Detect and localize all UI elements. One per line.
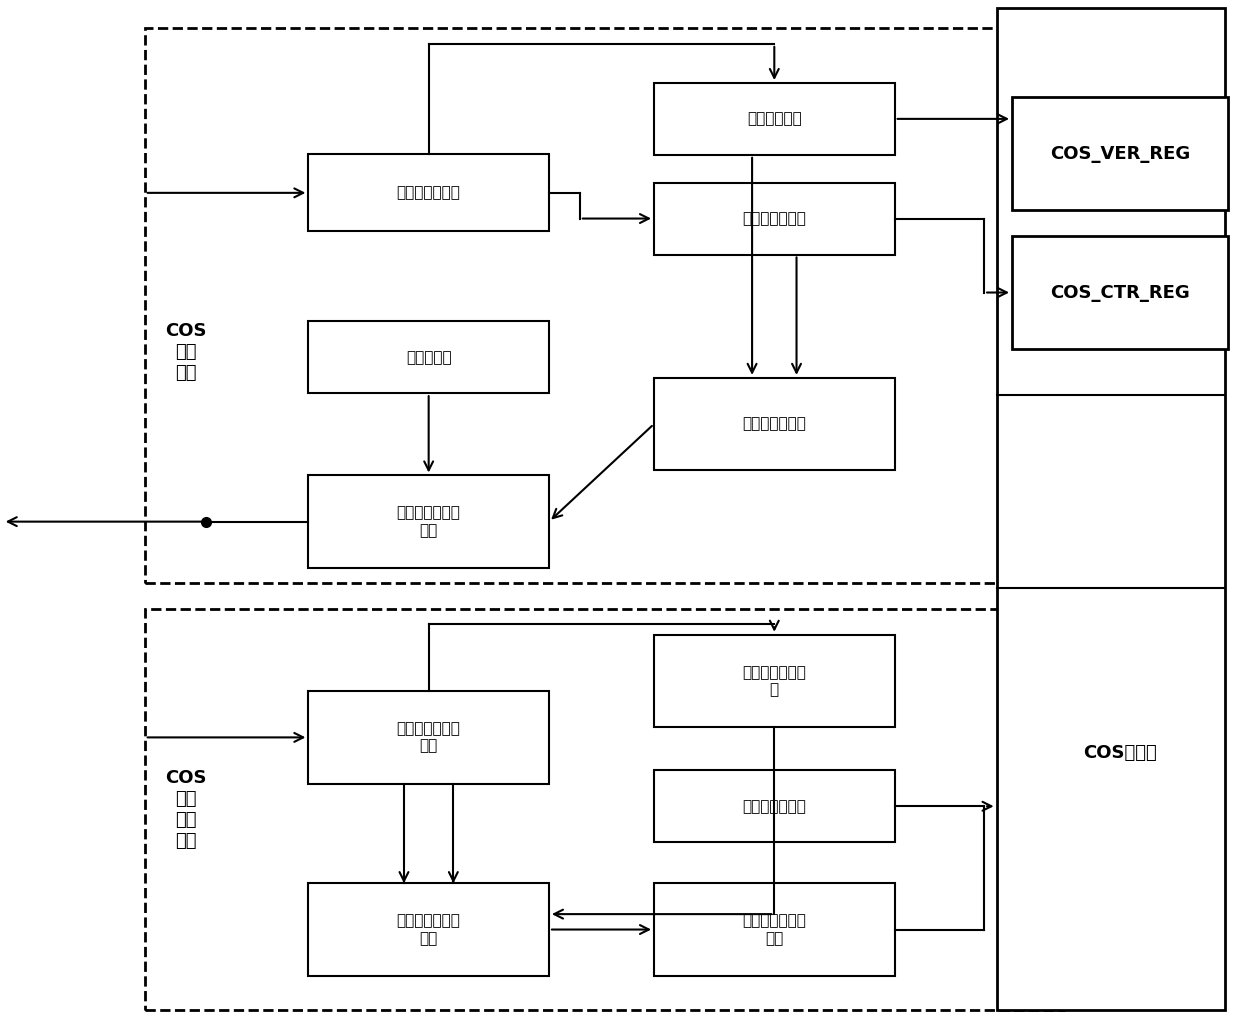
Bar [309,321,549,394]
Bar [653,771,895,842]
Text: 认证码输入缓存: 认证码输入缓存 [743,211,806,226]
Bar [145,609,1064,1009]
Text: 访问控制码常数: 访问控制码常数 [743,799,806,814]
Bar [653,378,895,470]
Text: 寄存器访问控制
逻辑: 寄存器访问控制 逻辑 [397,505,460,538]
Text: COS
认证
电路: COS 认证 电路 [165,322,206,382]
Bar [1012,97,1228,211]
Text: 认证计数器: 认证计数器 [405,350,451,365]
Text: 访问控制映射寄
存器: 访问控制映射寄 存器 [397,721,460,754]
Bar [1012,236,1228,349]
Bar [653,83,895,155]
Text: 存储区访问控制
逻辑: 存储区访问控制 逻辑 [743,913,806,946]
Bar [309,883,549,976]
Bar [309,691,549,784]
Text: 认证映射寄存器: 认证映射寄存器 [397,185,460,200]
Text: COS_CTR_REG: COS_CTR_REG [1050,283,1190,302]
Bar [997,8,1225,1009]
Text: 访问控制码读电
路: 访问控制码读电 路 [743,664,806,697]
Bar [653,634,895,727]
Text: 认证码比较逻辑: 认证码比较逻辑 [743,416,806,432]
Text: COS_VER_REG: COS_VER_REG [1050,145,1190,163]
Bar [145,29,1064,584]
Text: 访问控制码比较
逻辑: 访问控制码比较 逻辑 [397,913,460,946]
Text: COS存储区: COS存储区 [1083,744,1157,761]
Bar [653,883,895,976]
Bar [309,475,549,568]
Bar [309,154,549,231]
Bar [653,183,895,254]
Text: COS
访问
控制
电路: COS 访问 控制 电路 [165,770,206,849]
Text: 认证码读电路: 认证码读电路 [746,112,802,126]
